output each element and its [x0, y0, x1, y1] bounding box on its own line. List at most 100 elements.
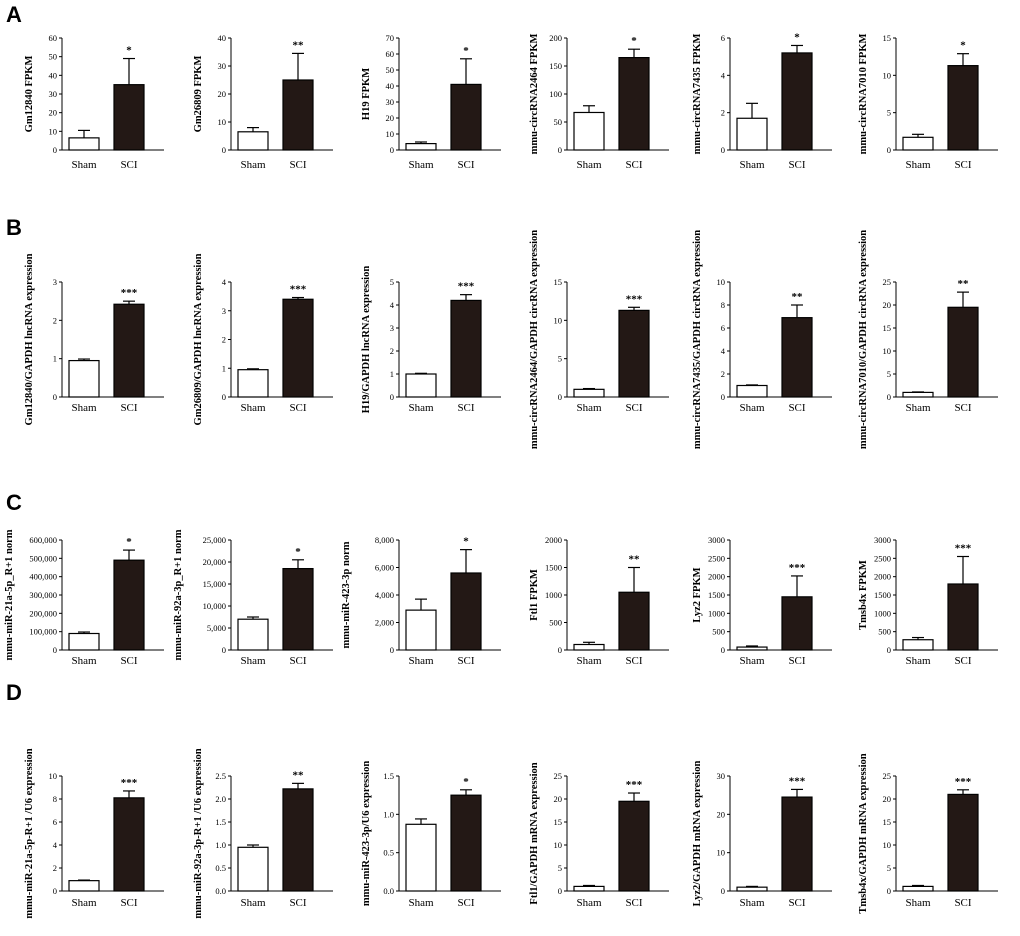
bar-sham	[68, 137, 100, 151]
y-tick-label: 1	[390, 369, 394, 379]
bar-sham	[736, 384, 768, 398]
y-tick-label: 40	[49, 70, 58, 80]
significance-marker: **	[293, 769, 305, 781]
y-tick-label: 4,000	[375, 590, 394, 600]
y-tick-label: 70	[386, 33, 395, 43]
category-label: SCI	[457, 159, 474, 171]
category-label: Sham	[71, 159, 97, 171]
y-tick-label: 0	[222, 392, 226, 402]
bar-chart: 0 2 4 6 8 10 mmu-miR-21a-5p-R+1 /U6 expression…	[24, 748, 164, 919]
bar-chart: 0 100,000 200,000 300,000 400,000 500,000 600,…	[4, 529, 164, 667]
bar-sci	[450, 794, 482, 892]
bar-chart: 0 10 20 30 Lyz2/GAPDH mRNA expression Sham SCI…	[692, 761, 832, 909]
y-tick-label: 0.0	[215, 886, 226, 896]
bar-sci	[282, 567, 314, 651]
bar-chart: 0.0 0.5 1.0 1.5 2.0 2.5 mmu-miR-92a-3p-R+1 /U6…	[193, 748, 333, 919]
y-tick-label: 5,000	[207, 623, 226, 633]
category-label: SCI	[954, 159, 971, 171]
y-tick-label: 1.0	[383, 809, 394, 819]
y-tick-label: 20	[717, 809, 726, 819]
bar-sci	[450, 299, 482, 398]
y-tick-label: 15	[554, 277, 563, 287]
y-axis-label: mmu-circRNA2464 FPKM	[529, 34, 540, 155]
bar-sci	[947, 793, 979, 892]
bar-chart: 0 5 10 15 mmu-circRNA7010 FPKM Sham SCI *	[858, 33, 998, 171]
y-tick-label: 15	[883, 323, 892, 333]
bar-chart: 0 10 20 30 40 50 60 70 H19 FPKM Sham SCI *	[361, 33, 501, 171]
bar-chart: 0.0 0.5 1.0 1.5 mmu-miR-423-3p/U6 expression…	[361, 761, 501, 909]
significance-marker: *	[463, 776, 469, 788]
y-axis-label: Tmsb4x FPKM	[858, 560, 869, 630]
bar-chart: 0 2 4 6 8 10 mmu-circRNA7435/GAPDH circRNA exp…	[692, 230, 832, 449]
y-tick-label: 2.5	[215, 771, 226, 781]
y-tick-label: 1.0	[215, 840, 226, 850]
bar-chart: 0 10 20 30 40 50 60 Gm12840 FPKM Sham SCI *	[24, 33, 164, 171]
bar-sci	[781, 596, 813, 651]
bar-chart: 0 500 1000 1500 2000 Ftl1 FPKM Sham SCI **	[529, 535, 669, 667]
significance-marker: ***	[626, 779, 643, 791]
significance-marker: **	[958, 278, 970, 290]
bar-sci	[618, 309, 650, 398]
significance-marker: *	[631, 35, 637, 47]
y-tick-label: 3000	[708, 535, 725, 545]
significance-marker: *	[126, 45, 132, 57]
y-tick-label: 25,000	[203, 535, 226, 545]
y-tick-label: 2	[53, 863, 57, 873]
category-label: Sham	[240, 159, 266, 171]
y-axis-label: Gm26809/GAPDH lncRNA expression	[193, 253, 204, 425]
y-tick-label: 30	[49, 89, 58, 99]
y-tick-label: 0	[721, 392, 725, 402]
y-tick-label: 20	[386, 113, 395, 123]
y-tick-label: 10,000	[203, 601, 226, 611]
bar-chart: 0 1 2 3 Gm12840/GAPDH lncRNA expression Sham S…	[24, 253, 164, 425]
y-axis-label: mmu-circRNA7435 FPKM	[692, 34, 703, 155]
panel-letter: C	[6, 490, 22, 515]
y-tick-label: 20	[883, 300, 892, 310]
y-tick-label: 1000	[545, 590, 562, 600]
significance-marker: ***	[121, 777, 138, 789]
y-tick-label: 10	[49, 771, 58, 781]
bar-chart: 0 1 2 3 4 Gm26809/GAPDH lncRNA expression Sham…	[193, 253, 333, 425]
y-tick-label: 2	[721, 369, 725, 379]
category-label: SCI	[788, 897, 805, 909]
y-tick-label: 2000	[708, 572, 725, 582]
bar-sci	[947, 65, 979, 151]
category-label: SCI	[788, 159, 805, 171]
bar-sci	[947, 306, 979, 398]
y-tick-label: 5	[887, 369, 891, 379]
panel-letter: A	[6, 2, 22, 27]
bar-sci	[113, 303, 145, 398]
y-axis-label: Gm26809 FPKM	[193, 56, 204, 133]
y-tick-label: 5	[558, 863, 562, 873]
y-axis-label: mmu-circRNA7010/GAPDH circRNA expression	[858, 230, 869, 449]
category-label: SCI	[625, 655, 642, 667]
y-tick-label: 20	[554, 794, 563, 804]
bar-sham	[736, 117, 768, 151]
y-axis-label: Lyz2 FPKM	[692, 567, 703, 622]
bar-sham	[237, 846, 269, 892]
y-tick-label: 4	[390, 300, 395, 310]
y-tick-label: 0	[887, 145, 891, 155]
y-tick-label: 100,000	[29, 627, 57, 637]
bar-chart: 0 5 10 15 20 25 Ftl1/GAPDH mRNA expression Sham…	[529, 762, 669, 909]
y-tick-label: 50	[49, 52, 58, 62]
y-axis-label: mmu-miR-21a-5p_R+1 norm	[4, 529, 15, 660]
y-tick-label: 1500	[708, 590, 725, 600]
y-tick-label: 4	[721, 70, 726, 80]
bar-sci	[450, 572, 482, 651]
y-tick-label: 60	[386, 49, 395, 59]
bar-sham	[405, 373, 437, 398]
y-tick-label: 20	[218, 89, 227, 99]
y-tick-label: 0	[222, 645, 226, 655]
category-label: Sham	[576, 402, 602, 414]
y-tick-label: 2500	[708, 553, 725, 563]
category-label: Sham	[408, 402, 434, 414]
y-tick-label: 3	[390, 323, 394, 333]
bar-sci	[282, 79, 314, 151]
bar-sham	[736, 646, 768, 651]
category-label: Sham	[576, 655, 602, 667]
bar-sham	[902, 136, 934, 151]
bar-sci	[282, 298, 314, 398]
category-label: SCI	[625, 159, 642, 171]
